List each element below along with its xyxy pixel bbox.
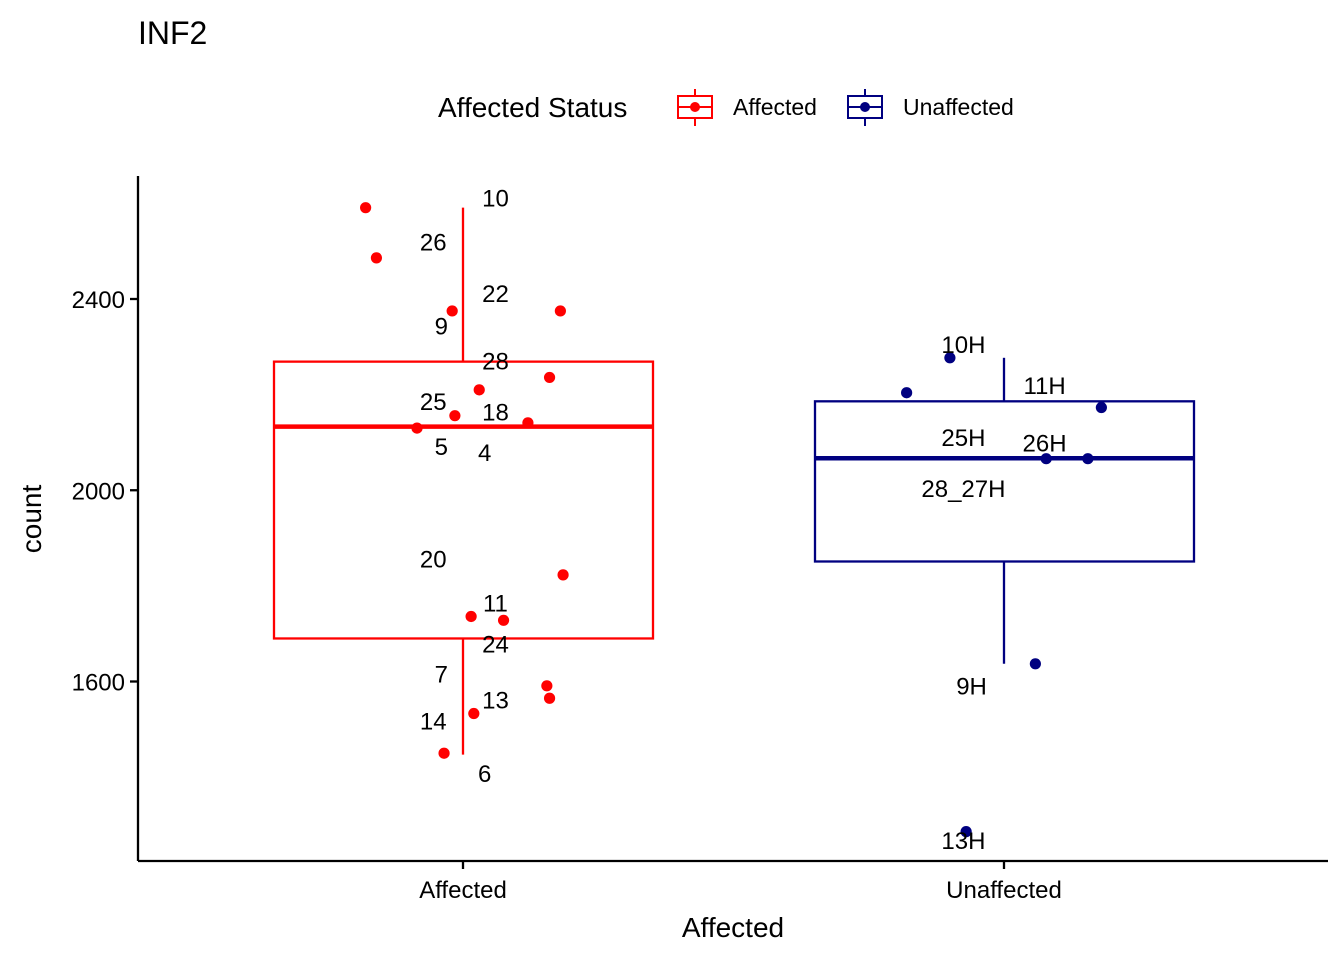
data-point [522,417,534,429]
x-tick-label: Unaffected [946,877,1062,904]
y-tick-label: 1600 [72,670,125,697]
data-point [1095,401,1107,414]
data-point [554,305,566,317]
point-label: 10H [941,332,985,359]
data-point [543,692,556,704]
data-point [541,680,553,692]
point-label: 6 [478,761,491,788]
point-label: 28 [482,349,509,376]
data-point [438,747,450,759]
point-label: 9H [956,673,987,700]
series-affected: 10 26 22 9 28 25 18 5 4 20 11 24 7 13 14 6 [360,186,569,788]
point-label: 25 [420,389,447,416]
data-point [1040,453,1052,465]
x-tick-label: Affected [419,877,507,904]
box-iqr [272,360,655,640]
data-point [901,387,913,399]
data-point [446,305,458,317]
data-point [497,614,510,626]
data-point [468,707,480,720]
data-point [944,352,956,364]
data-point [370,252,383,264]
x-axis-title: Affected [682,912,784,943]
y-tick-label: 2400 [72,287,125,314]
data-point [1029,658,1041,670]
y-tick-label: 2000 [72,478,125,505]
point-label: 7 [435,661,448,688]
point-label: 25H [941,425,985,452]
legend: Affected Status Affected Unaffected [438,89,1014,126]
data-point [360,202,372,214]
chart-title: INF2 [138,15,207,51]
legend-key-point [860,102,870,112]
data-point [411,422,423,434]
data-point [473,384,485,396]
point-label: 22 [482,281,509,308]
point-label: 5 [435,434,448,461]
data-point [557,569,569,581]
legend-item-affected: Affected [677,89,817,126]
boxplot-unaffected [813,357,1196,664]
point-label: 26H [1023,430,1067,457]
point-label: 24 [482,631,509,658]
data-point [1082,453,1094,465]
point-label: 18 [482,399,509,426]
point-label: 14 [420,709,447,736]
point-label: 11H [1023,373,1065,400]
point-label: 9 [435,313,448,340]
legend-key-point [690,102,700,112]
legend-item-unaffected: Unaffected [847,89,1014,126]
point-label: 11 [483,591,508,618]
legend-label: Unaffected [903,94,1014,120]
box-iqr [813,400,1196,563]
series-unaffected: 10H 11H 25H 26H 28_27H 9H 13H [901,332,1107,855]
legend-title: Affected Status [438,92,627,123]
plot-area: 10 26 22 9 28 25 18 5 4 20 11 24 7 13 14 6 10H 11H 25H 26H 2… [272,186,1196,855]
data-point [465,610,477,623]
point-label: 4 [478,440,491,467]
point-label: 26 [420,230,447,257]
data-point [449,410,461,422]
point-label: 13 [482,688,509,715]
x-axis-ticks: Affected Unaffected [419,861,1062,904]
point-label: 10 [482,186,509,213]
point-label: 20 [420,547,447,574]
data-point [543,371,556,384]
data-point [960,826,972,838]
y-axis-ticks: 1600 2000 2400 [72,287,138,697]
y-axis-title: count [16,485,47,554]
point-label: 13H [941,828,985,855]
point-label: 28_27H [921,476,1005,503]
legend-label: Affected [733,94,817,120]
boxplot-affected [272,207,655,755]
